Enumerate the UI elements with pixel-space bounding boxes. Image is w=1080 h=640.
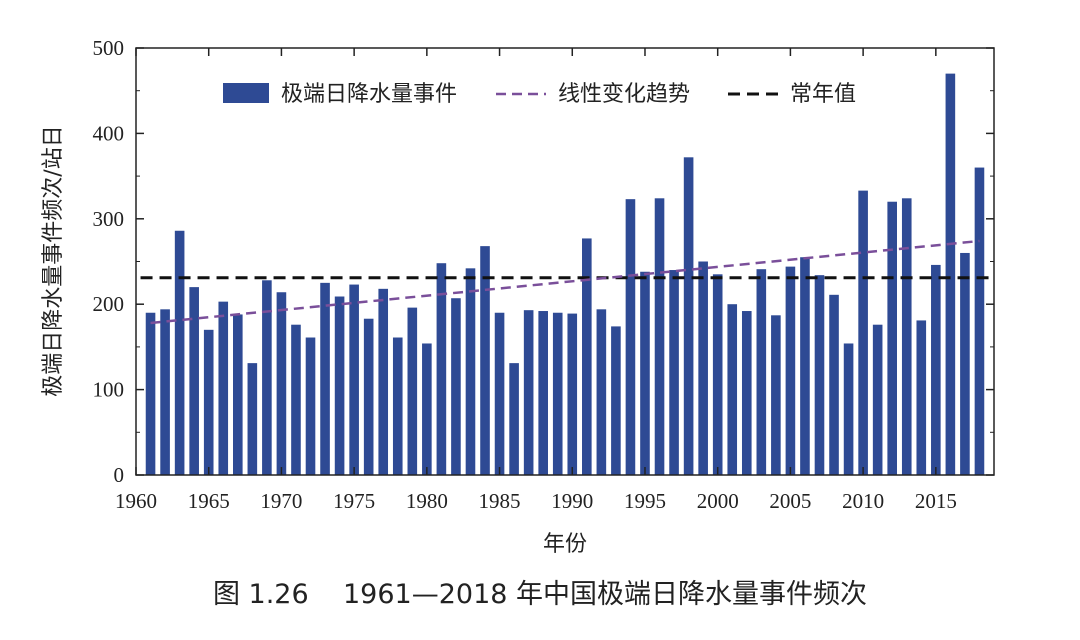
- bar-1972: [305, 337, 316, 475]
- bar-1967: [233, 314, 243, 475]
- x-tick-label: 1980: [406, 489, 448, 513]
- bar-1995: [640, 271, 650, 475]
- y-tick-label: 300: [93, 207, 125, 231]
- bar-1963: [174, 230, 185, 475]
- bar-1976: [363, 318, 374, 475]
- x-tick-label: 1960: [115, 489, 157, 513]
- bar-1988: [538, 311, 548, 475]
- bar-1990: [567, 313, 578, 475]
- bar-1992: [596, 309, 607, 475]
- bar-1970: [276, 292, 287, 475]
- bar-1977: [378, 288, 389, 475]
- bar-1974: [334, 296, 345, 475]
- bar-2017: [960, 252, 970, 475]
- bar-1984: [480, 246, 490, 475]
- y-tick-label: 200: [93, 292, 125, 316]
- y-tick-label: 0: [114, 463, 125, 487]
- x-tick-label: 1985: [479, 489, 521, 513]
- bar-1987: [523, 310, 534, 475]
- bar-2016: [945, 73, 956, 476]
- x-tick-label: 2000: [697, 489, 739, 513]
- bar-1979: [407, 307, 418, 475]
- bar-1983: [465, 268, 476, 475]
- bar-2004: [771, 315, 781, 475]
- bar-2013: [901, 198, 912, 476]
- bar-2010: [858, 190, 868, 475]
- bar-1991: [582, 238, 592, 475]
- bar-2007: [814, 275, 825, 475]
- x-tick-label: 1965: [188, 489, 230, 513]
- bar-1968: [247, 363, 258, 475]
- bar-1994: [625, 199, 636, 475]
- bar-1961: [145, 312, 156, 475]
- bar-2015: [931, 264, 941, 475]
- bar-2009: [843, 343, 854, 475]
- bar-1973: [320, 282, 330, 475]
- bar-1969: [262, 280, 272, 475]
- bar-2005: [785, 266, 796, 475]
- legend-label-bar: 极端日降水量事件: [281, 82, 457, 107]
- bar-1998: [683, 157, 694, 475]
- bar-1966: [218, 301, 229, 475]
- bar-1993: [611, 326, 621, 475]
- bar-1985: [494, 312, 505, 475]
- bar-1999: [698, 261, 708, 475]
- legend-swatch-bar: [223, 83, 269, 103]
- bar-2012: [887, 201, 897, 475]
- bar-1971: [291, 324, 301, 475]
- bar-2002: [741, 311, 752, 475]
- bar-1975: [349, 284, 359, 475]
- bar-1989: [552, 312, 563, 475]
- y-tick-label: 500: [93, 36, 125, 60]
- x-axis-title: 年份: [543, 532, 587, 557]
- bar-2018: [974, 167, 985, 475]
- bar-1986: [509, 363, 519, 475]
- bars: [145, 73, 985, 476]
- axis-ticks: 0 100 200 300 400 500 1960 1965 1970 1975 1980 1985…: [93, 36, 994, 513]
- bar-1997: [669, 270, 679, 475]
- bar-1962: [160, 309, 170, 475]
- legend: 极端日降水量事件 线性变化趋势 常年值: [223, 82, 856, 107]
- bar-2014: [916, 320, 927, 475]
- bar-1978: [392, 337, 403, 475]
- bar-2011: [872, 324, 883, 475]
- y-axis-title: 极端日降水量事件频次/站日: [41, 125, 66, 396]
- x-tick-label: 2010: [842, 489, 884, 513]
- figure-caption: 图 1.26 1961—2018 年中国极端日降水量事件频次: [212, 579, 868, 610]
- legend-label-trend: 线性变化趋势: [558, 82, 690, 107]
- bar-2008: [829, 294, 839, 475]
- y-tick-label: 400: [93, 121, 125, 145]
- y-tick-label: 100: [93, 378, 125, 402]
- bar-1965: [203, 329, 214, 475]
- bar-2006: [800, 257, 810, 475]
- lines: [140, 239, 990, 325]
- trend-line: [150, 239, 980, 325]
- bar-1980: [422, 343, 432, 475]
- x-tick-label: 2005: [769, 489, 811, 513]
- chart: 0 100 200 300 400 500 1960 1965 1970 1975 1980 1985…: [41, 36, 995, 557]
- x-tick-label: 1990: [551, 489, 593, 513]
- bar-2000: [712, 274, 723, 475]
- bar-1964: [189, 287, 199, 475]
- x-tick-label: 1975: [333, 489, 375, 513]
- x-tick-label: 2015: [915, 489, 957, 513]
- x-tick-label: 1970: [260, 489, 302, 513]
- bar-2003: [756, 269, 767, 475]
- bar-1996: [654, 198, 665, 476]
- bar-1982: [451, 298, 461, 475]
- bar-2001: [727, 304, 738, 475]
- x-tick-label: 1995: [624, 489, 666, 513]
- legend-label-normal: 常年值: [790, 82, 856, 107]
- bar-1981: [436, 263, 447, 475]
